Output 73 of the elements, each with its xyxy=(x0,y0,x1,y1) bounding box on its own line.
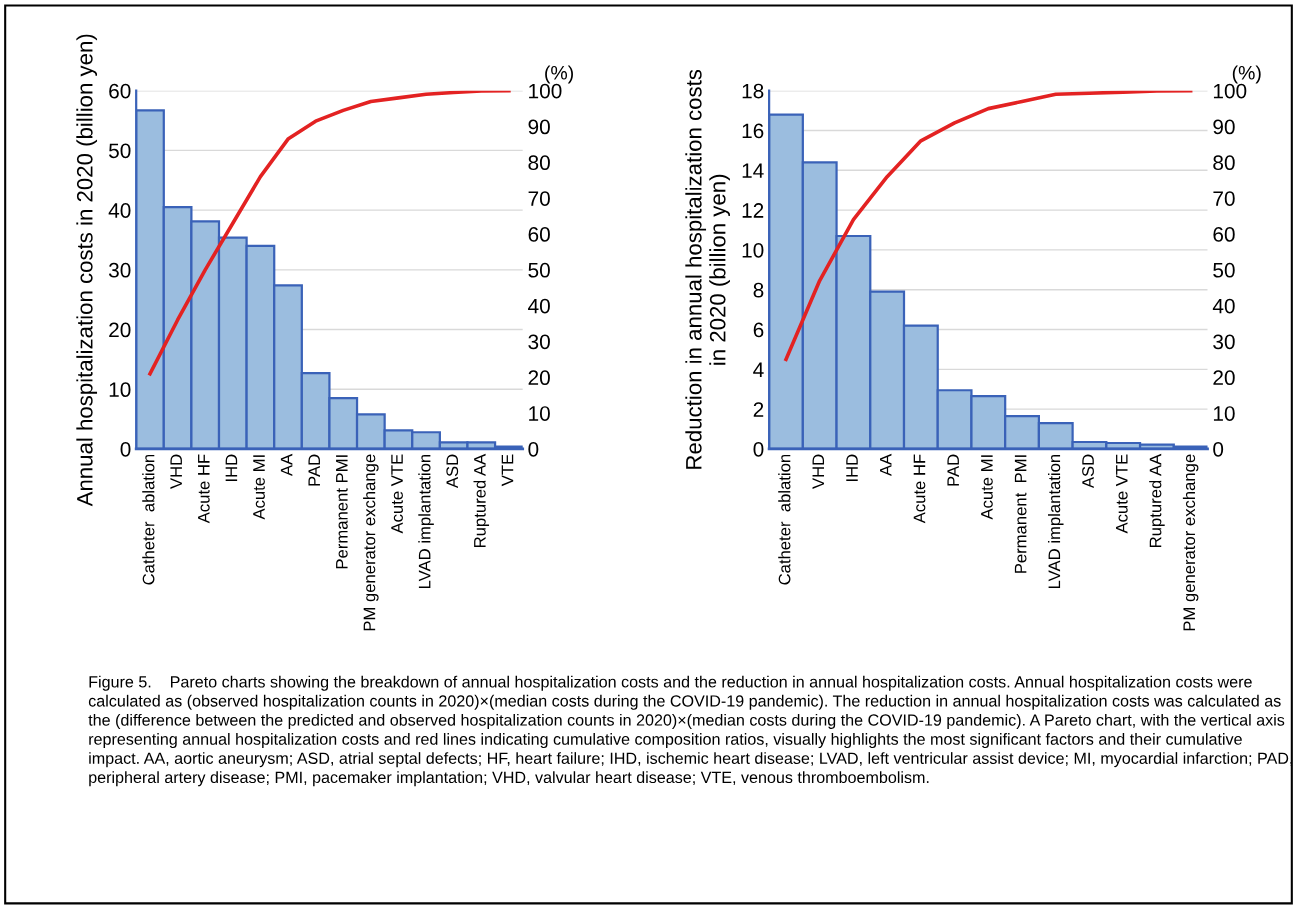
y-tick-label: 4 xyxy=(753,362,764,377)
x-tick-label: Acute MI xyxy=(981,455,993,520)
y2-tick-label: 60 xyxy=(1213,227,1235,242)
x-tick-label: LVAD implantation xyxy=(418,454,434,589)
x-tick-label: Ruptured AA xyxy=(1149,453,1165,547)
x-tick-label: Acute HF xyxy=(198,454,210,524)
x-tick-label: Acute VTE xyxy=(391,454,403,534)
caption: Figure 5. Pareto charts showing the breakdown of annual hospitalization costs and the reduction in annual hospitalization costs. Annual hospitalization costs were calculated as (observed hospitalization counts in 2020)×(median costs during the COVID-19 pandemic). The reduction in annual hospitalization costs was calculated as the (difference between the predicted and observed hospitalization counts in 2020)×(median costs during the COVID-19 pandemic). A Pareto chart, with the vertical axis representing annual hospitalization costs and red lines indicating cumulative composition ratios, visually highlights the most significant factors and their cumulative impact. AA, aortic aneurysm; ASD, atrial septal defects; HF, heart failure; IHD, ischemic heart disease; LVAD, left ventricular assist device; MI, myocardial infarction; PAD, peripheral artery disease; PMI, pacemaker implantation; VHD, valvular heart disease; VTE, venous thromboembolism. xyxy=(88,675,1292,787)
y-tick-label: 50 xyxy=(108,143,131,159)
y2-axis-title: (%) xyxy=(545,65,573,84)
x-tick-label: Permanent PMI xyxy=(336,455,348,569)
x-tick-label: Permanent PMI xyxy=(1014,455,1027,573)
y2-tick-label: 0 xyxy=(1213,441,1224,457)
y-tick-label: 30 xyxy=(108,262,131,278)
y2-tick-label: 70 xyxy=(528,191,550,206)
y2-tick-label: 20 xyxy=(1213,370,1235,386)
x-tick-label: VTE xyxy=(501,454,514,487)
x-tick-label: ASD xyxy=(1082,454,1094,489)
x-tick-label: AA xyxy=(879,453,892,477)
y2-tick-label: 100 xyxy=(529,83,562,99)
y-tick-label: 10 xyxy=(109,382,131,398)
line-series xyxy=(784,90,1193,362)
y2-tick-label: 80 xyxy=(1213,155,1235,171)
y2-tick-label: 70 xyxy=(1213,191,1235,206)
y2-tick-label: 90 xyxy=(528,119,550,135)
y2-tick-label: 30 xyxy=(528,334,550,350)
y-tick-label: 18 xyxy=(742,83,764,99)
x-tick-label: IHD xyxy=(225,454,238,481)
y-tick-label: 60 xyxy=(109,83,131,99)
y-tick-label: 2 xyxy=(753,402,764,417)
y2-tick-label: 10 xyxy=(1213,406,1235,421)
x-tick-label: LVAD implantation xyxy=(1047,454,1064,589)
y2-tick-label: 10 xyxy=(529,406,550,421)
y-tick-label: 6 xyxy=(753,322,764,338)
x-tick-label: Acute VTE xyxy=(1116,454,1128,534)
y2-tick-label: 60 xyxy=(528,227,550,242)
x-tick-label: ASD xyxy=(446,454,459,489)
x-tick-label: AA xyxy=(280,453,293,477)
x-tick-label: VHD xyxy=(812,454,825,489)
x-tick-label: Acute MI xyxy=(253,455,265,520)
y2-tick-label: 80 xyxy=(528,155,550,171)
y2-tick-label: 50 xyxy=(1213,262,1235,278)
y-axis-title: Annual hospitalization costs in 2020 (billion yen) xyxy=(76,34,98,507)
y-axis-title: Reduction in annual hospitalization costs in 2020 (billion yen) xyxy=(685,69,730,469)
line-series xyxy=(148,90,511,376)
x-tick-label: IHD xyxy=(846,454,858,481)
y2-tick-label: 40 xyxy=(528,298,550,314)
y-tick-label: 16 xyxy=(742,123,764,139)
y-tick-label: 0 xyxy=(120,441,131,457)
y2-tick-label: 40 xyxy=(1212,298,1235,314)
y-tick-label: 12 xyxy=(742,203,764,218)
y-tick-label: 8 xyxy=(753,282,764,298)
y-tick-label: 20 xyxy=(109,322,131,338)
y-tick-label: 10 xyxy=(742,242,764,258)
y2-axis-title: (%) xyxy=(1232,65,1261,84)
x-tick-label: PAD xyxy=(947,454,959,486)
x-tick-label: Catheter ablation xyxy=(142,454,155,585)
y2-tick-label: 100 xyxy=(1213,83,1247,99)
x-tick-label: Ruptured AA xyxy=(473,453,490,547)
y2-tick-label: 20 xyxy=(528,370,550,386)
y2-tick-label: 90 xyxy=(1213,119,1235,135)
y-tick-label: 40 xyxy=(108,203,131,218)
y2-tick-label: 30 xyxy=(1213,334,1235,350)
y2-tick-label: 0 xyxy=(528,441,539,457)
x-tick-label: Catheter ablation xyxy=(778,454,791,585)
x-tick-label: VHD xyxy=(170,454,182,489)
x-tick-label: PM generator exchange xyxy=(1182,454,1199,631)
x-tick-label: PAD xyxy=(308,454,320,486)
y2-tick-label: 50 xyxy=(528,262,550,278)
y-tick-label: 0 xyxy=(753,441,764,457)
x-tick-label: PM generator exchange xyxy=(363,454,379,631)
x-tick-label: Acute HF xyxy=(913,454,926,524)
y-tick-label: 14 xyxy=(742,163,764,178)
